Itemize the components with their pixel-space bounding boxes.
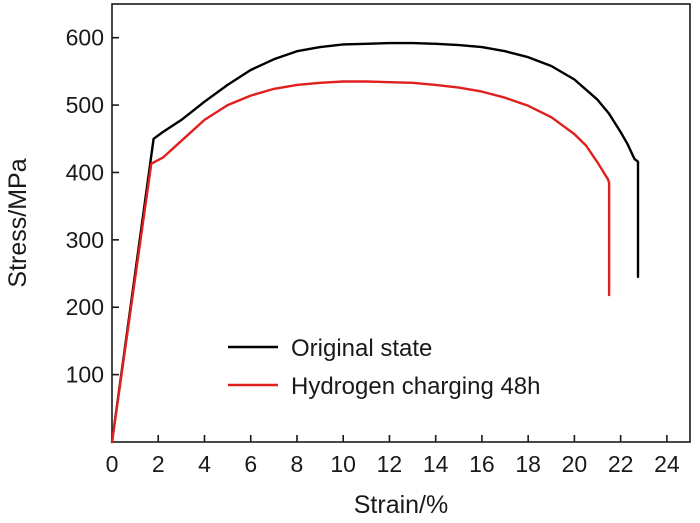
x-tick-label: 10 — [330, 451, 356, 477]
series-original-state-line — [110, 41, 640, 444]
x-tick-label: 8 — [291, 451, 304, 477]
x-tick-label: 24 — [654, 451, 680, 477]
legend: Original state Hydrogen charging 48h — [228, 335, 541, 400]
x-tick-label: 22 — [608, 451, 634, 477]
x-tick-label: 20 — [562, 451, 588, 477]
x-axis-title: Strain/% — [354, 491, 448, 519]
y-axis-title: Stress/MPa — [4, 158, 32, 287]
y-tick-label: 100 — [66, 362, 104, 388]
x-tick-label: 16 — [469, 451, 495, 477]
plot-frame — [111, 3, 691, 443]
y-tick-label: 200 — [66, 294, 104, 320]
x-tick-label: 2 — [152, 451, 165, 477]
legend-label-hydrogen-charging: Hydrogen charging 48h — [291, 373, 541, 400]
series-layer — [110, 41, 640, 444]
y-tick-label: 400 — [66, 159, 104, 185]
plot-border — [111, 3, 691, 443]
x-tick-label: 14 — [423, 451, 449, 477]
x-tick-label: 6 — [244, 451, 257, 477]
x-axis-ticks: 0 2 4 6 8 10 12 14 16 18 20 22 24 — [106, 435, 680, 477]
y-tick-label: 600 — [66, 25, 104, 51]
series-hydrogen-charging-line — [110, 80, 611, 444]
x-tick-label: 0 — [106, 451, 119, 477]
legend-label-original-state: Original state — [291, 335, 432, 362]
y-axis-ticks: 100 200 300 400 500 600 — [66, 25, 119, 388]
y-tick-label: 300 — [66, 227, 104, 253]
x-tick-label: 4 — [198, 451, 211, 477]
y-tick-label: 500 — [66, 92, 104, 118]
x-tick-label: 12 — [377, 451, 403, 477]
x-tick-label: 18 — [515, 451, 541, 477]
